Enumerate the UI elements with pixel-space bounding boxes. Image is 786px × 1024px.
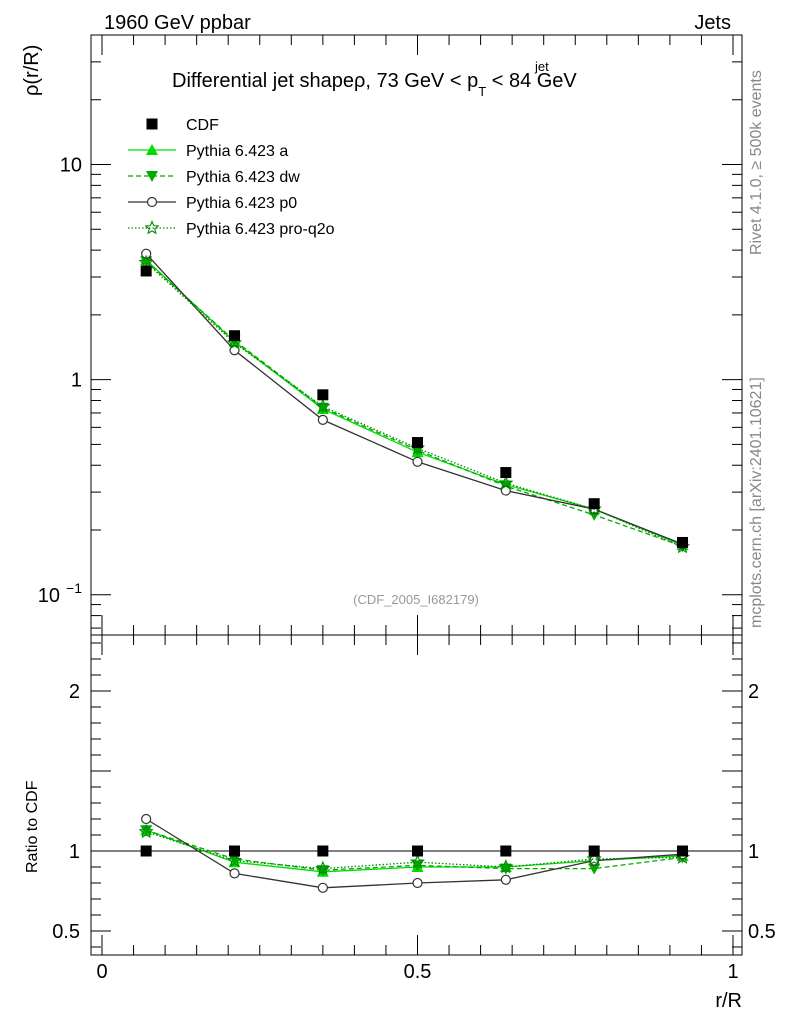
main-panel: 10 −1 1 10 ρ(r/R) Differential jet shapeρ, … — [21, 34, 743, 636]
main-ticks — [91, 34, 742, 635]
ratio-panel: 0.5 0.51 12 2 Ratio to CDF 0 0.5 1 r/R — [24, 634, 776, 1012]
ratio-point-pythia-6-423-pro-q2o — [138, 823, 154, 839]
main-ytick-labels: 10 −1 1 10 — [38, 155, 82, 607]
ratio-point-pythia-6-423-pro-q2o — [315, 860, 331, 876]
legend-label-pythia-6-423-a: Pythia 6.423 a — [186, 143, 288, 160]
main-point-cdf — [588, 498, 600, 510]
main-series — [138, 248, 691, 554]
ratio-ylabel: Ratio to CDF — [24, 780, 41, 873]
legend-marker-pythia-6-423-pro-q2o — [144, 220, 160, 235]
ratio-point-pythia-6-423-p0 — [500, 874, 511, 885]
ratio-point-pythia-6-423-p0 — [141, 813, 152, 825]
chart-title-main: Differential jet shapeρ, 73 GeV < p — [172, 70, 478, 92]
legend-marker-pythia-6-423-p0 — [146, 196, 158, 208]
main-point-pythia-6-423-p0 — [141, 248, 152, 259]
ratio-ytick-labels: 0.5 0.5 1 1 2 2 — [52, 681, 776, 943]
ratio-point-cdf — [412, 845, 423, 857]
ratio-ytick-label-left: 2 — [69, 681, 80, 703]
chart-title-sup: jet — [534, 59, 549, 74]
main-point-cdf — [677, 536, 689, 548]
mcplots-label: mcplots.cern.ch [arXiv:2401.10621] — [748, 377, 765, 628]
main-line-pythia-6-423-pro-q2o — [145, 262, 683, 548]
side-labels: Rivet 4.1.0, ≥ 500k events mcplots.cern.… — [748, 70, 765, 628]
main-point-pythia-6-423-p0 — [412, 456, 423, 467]
main-point-cdf — [229, 330, 241, 342]
legend-marker-pythia-6-423-dw — [146, 171, 158, 182]
main-point-pythia-6-423-dw — [140, 256, 153, 268]
xtick-label: 1 — [727, 961, 738, 983]
main-ytick-label: 10 — [38, 585, 60, 607]
header-right: Jets — [694, 12, 731, 34]
ratio-point-pythia-6-423-pro-q2o — [409, 854, 426, 869]
legend: CDF Pythia 6.423 a Pythia 6.423 dw Pythia 6… — [128, 117, 335, 238]
ratio-point-cdf — [588, 845, 600, 857]
ratio-point-cdf — [677, 845, 689, 857]
ratio-point-pythia-6-423-pro-q2o — [226, 852, 243, 868]
main-point-cdf — [412, 437, 423, 449]
main-ytick-label: 10 — [60, 155, 82, 177]
main-point-cdf — [500, 467, 512, 479]
rivet-label: Rivet 4.1.0, ≥ 500k events — [748, 70, 765, 255]
ratio-point-cdf — [140, 845, 152, 857]
main-point-pythia-6-423-p0 — [317, 414, 328, 425]
ratio-point-cdf — [229, 845, 241, 857]
main-point-cdf — [140, 265, 152, 277]
main-line-pythia-6-423-dw — [145, 260, 683, 547]
ratio-ytick-label-left: 0.5 — [52, 921, 80, 943]
ratio-frame — [90, 634, 743, 956]
legend-label-pythia-6-423-pro-q2o: Pythia 6.423 pro-q2o — [186, 221, 335, 238]
ratio-point-pythia-6-423-pro-q2o — [498, 859, 514, 874]
ratio-point-pythia-6-423-dw — [588, 863, 601, 875]
legend-label-pythia-6-423-p0: Pythia 6.423 p0 — [186, 195, 297, 212]
main-point-pythia-6-423-pro-q2o — [498, 475, 514, 490]
ratio-ticks — [91, 635, 742, 955]
header-left: 1960 GeV ppbar — [104, 12, 251, 34]
ratio-point-pythia-6-423-dw — [140, 825, 153, 837]
ratio-ytick-label-right: 1 — [748, 841, 759, 863]
chart-title-tail: < 84 GeV — [486, 70, 577, 92]
ratio-series — [138, 813, 691, 893]
main-line-pythia-6-423-p0 — [145, 253, 683, 545]
legend-marker-pythia-6-423-a — [146, 144, 158, 155]
ratio-point-pythia-6-423-p0 — [229, 868, 240, 879]
legend-marker-cdf — [146, 118, 158, 130]
ratio-ytick-label-right: 2 — [748, 681, 759, 703]
xtick-label: 0 — [96, 961, 107, 983]
main-point-pythia-6-423-dw — [316, 402, 329, 414]
main-point-cdf — [317, 389, 329, 401]
ratio-ytick-label-right: 0.5 — [748, 921, 776, 943]
legend-label-cdf: CDF — [186, 117, 219, 134]
xtick-labels: 0 0.5 1 — [96, 961, 738, 983]
chart-title: Differential jet shapeρ, 73 GeV < pT < 8… — [172, 70, 577, 99]
main-line-pythia-6-423-a — [145, 259, 683, 546]
ratio-point-pythia-6-423-dw — [228, 854, 241, 865]
legend-label-pythia-6-423-dw: Pythia 6.423 dw — [186, 169, 300, 186]
ratio-point-pythia-6-423-p0 — [317, 882, 328, 893]
chart-title-sub: T — [478, 84, 486, 99]
main-ylabel: ρ(r/R) — [21, 45, 43, 96]
x-axis-label: r/R — [715, 990, 742, 1012]
ratio-point-cdf — [317, 845, 329, 857]
ratio-point-pythia-6-423-pro-q2o — [586, 851, 602, 866]
watermark: (CDF_2005_I682179) — [353, 592, 479, 607]
xtick-label: 0.5 — [404, 961, 432, 983]
ratio-point-cdf — [500, 845, 512, 857]
ratio-ytick-label-left: 1 — [69, 841, 80, 863]
ratio-point-pythia-6-423-p0 — [412, 877, 423, 889]
main-ytick-label: 1 — [71, 370, 82, 392]
main-ytick-label-exponent: −1 — [66, 580, 82, 596]
main-point-pythia-6-423-pro-q2o — [315, 398, 331, 413]
